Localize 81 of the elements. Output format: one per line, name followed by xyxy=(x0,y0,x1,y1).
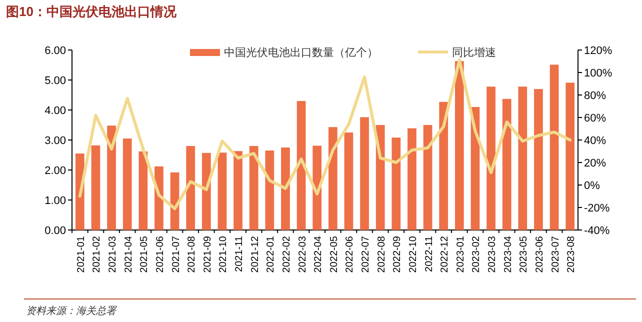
bar xyxy=(344,132,354,230)
y2-tick-label: -40% xyxy=(584,225,610,237)
bar xyxy=(502,98,512,230)
bar xyxy=(423,125,432,230)
bar xyxy=(534,89,543,230)
x-tick-label: 2021-05 xyxy=(139,236,150,273)
x-tick-label: 2023-08 xyxy=(566,236,578,273)
y2-tick-label: 100% xyxy=(584,68,612,80)
x-tick-label: 2021-04 xyxy=(123,236,134,273)
y-tick-label: 1.00 xyxy=(44,195,66,207)
bar xyxy=(296,101,306,230)
bar xyxy=(408,128,416,230)
bar xyxy=(486,86,496,230)
legend-label: 中国光伏电池出口数量（亿个） xyxy=(224,46,378,59)
y-tick-label: 6.00 xyxy=(44,45,66,57)
bar xyxy=(249,146,258,230)
x-tick-label: 2022-06 xyxy=(344,236,356,273)
line-series xyxy=(78,58,572,210)
x-tick-label: 2022-05 xyxy=(328,236,340,273)
x-tick-label: 2022-07 xyxy=(360,236,372,273)
y2-tick-label: 40% xyxy=(584,135,606,147)
x-tick-label: 2021-09 xyxy=(202,236,214,273)
y2-tick-label: 60% xyxy=(584,112,606,124)
x-tick-label: 2023-05 xyxy=(518,236,530,273)
x-tick-label: 2023-07 xyxy=(550,236,562,273)
x-tick-label: 2021-03 xyxy=(108,236,119,273)
legend-label: 同比增速 xyxy=(452,46,496,59)
bar xyxy=(107,126,116,230)
bar xyxy=(392,138,401,230)
x-tick-label: 2022-08 xyxy=(376,236,388,273)
x-tick-label: 2023-01 xyxy=(455,236,466,273)
x-tick-label: 2021-07 xyxy=(170,236,182,273)
x-tick-label: 2022-09 xyxy=(392,236,404,273)
x-tick-label: 2023-03 xyxy=(487,236,498,273)
x-tick-label: 2023-02 xyxy=(471,236,482,273)
bar xyxy=(360,117,369,230)
x-tick-label: 2023-06 xyxy=(534,236,546,273)
y-tick-label: 5.00 xyxy=(44,75,66,87)
bar xyxy=(454,61,464,230)
bar xyxy=(122,138,132,230)
bar xyxy=(376,125,385,230)
text: 资料来源：海关总署 xyxy=(26,305,117,317)
chart-title: 图10：中国光伏电池出口情况 xyxy=(6,4,178,19)
x-tick-label: 2022-12 xyxy=(440,236,451,273)
y-tick-label: 0.00 xyxy=(44,225,66,237)
y2-tick-label: 120% xyxy=(584,45,612,57)
x-tick-label: 2021-02 xyxy=(92,236,103,273)
bar xyxy=(186,146,196,230)
bar xyxy=(439,102,448,230)
x-tick-label: 2022-01 xyxy=(266,236,277,273)
bar xyxy=(518,86,528,230)
x-tick-label: 2021-08 xyxy=(186,236,198,273)
x-tick-label: 2023-04 xyxy=(502,236,514,273)
x-tick-label: 2022-04 xyxy=(313,236,324,273)
bar xyxy=(328,127,338,230)
x-tick-label: 2021-01 xyxy=(76,236,87,273)
bar xyxy=(218,152,227,230)
x-tick-label: 2021-06 xyxy=(154,236,166,273)
bar xyxy=(234,151,242,230)
x-tick-label: 2022-02 xyxy=(281,236,292,273)
bar xyxy=(312,146,322,230)
bar xyxy=(566,82,575,230)
y2-tick-label: 0% xyxy=(584,180,600,192)
y-tick-label: 2.00 xyxy=(44,165,66,177)
bar xyxy=(281,148,290,230)
x-tick-label: 2021-11 xyxy=(234,236,246,272)
bar xyxy=(265,150,274,230)
x-tick-label: 2022-03 xyxy=(297,236,308,273)
bar xyxy=(91,145,100,230)
bar xyxy=(550,64,559,230)
x-tick-label: 2021-12 xyxy=(250,236,261,273)
x-tick-label: 2022-10 xyxy=(408,236,419,273)
bar xyxy=(138,151,148,230)
x-tick-label: 2021-10 xyxy=(218,236,230,273)
y-tick-label: 3.00 xyxy=(44,135,66,147)
y-tick-label: 4.00 xyxy=(44,105,66,117)
bar xyxy=(202,152,211,230)
y2-tick-label: -20% xyxy=(584,202,610,214)
y2-tick-label: 20% xyxy=(584,158,606,170)
y2-tick-label: 80% xyxy=(584,90,606,102)
x-tick-label: 2022-11 xyxy=(424,236,435,272)
